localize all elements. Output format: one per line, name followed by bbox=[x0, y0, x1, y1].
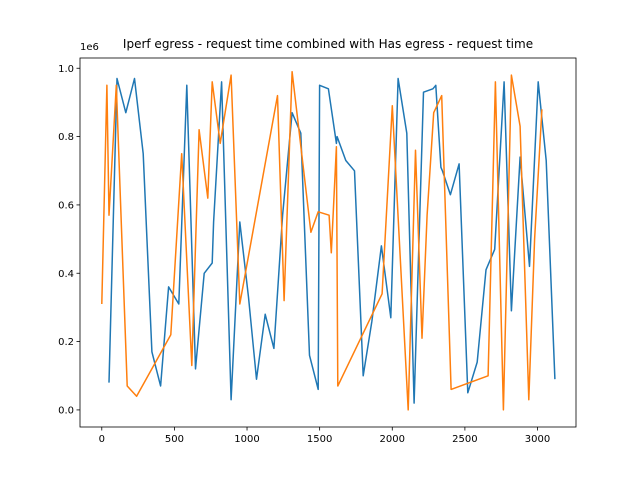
y-tick-label: 0.4 bbox=[58, 269, 74, 280]
y-tick-label: 0.0 bbox=[58, 405, 74, 416]
y-axis: 0.0 0.2 0.4 0.6 0.8 1.0 bbox=[58, 64, 80, 416]
axes-frame bbox=[79, 57, 577, 428]
x-tick-label: 1000 bbox=[234, 434, 259, 445]
y-tick-label: 0.6 bbox=[58, 200, 74, 211]
y-offset-label: 1e6 bbox=[80, 42, 99, 53]
chart-title: Iperf egress - request time combined wit… bbox=[123, 37, 533, 51]
x-tick-label: 0 bbox=[99, 434, 105, 445]
y-tick-label: 0.2 bbox=[58, 337, 74, 348]
x-tick-label: 2000 bbox=[380, 434, 405, 445]
series-2-line bbox=[101, 70, 543, 411]
x-axis: 0 500 1000 1500 2000 2500 3000 bbox=[99, 427, 550, 445]
y-tick-label: 1.0 bbox=[58, 64, 74, 75]
series-1-line bbox=[108, 77, 556, 404]
y-tick-label: 0.8 bbox=[58, 132, 74, 143]
x-tick-label: 2500 bbox=[452, 434, 477, 445]
x-tick-label: 500 bbox=[165, 434, 184, 445]
x-tick-label: 1500 bbox=[307, 434, 332, 445]
x-tick-label: 3000 bbox=[525, 434, 550, 445]
series-layer bbox=[101, 70, 556, 411]
